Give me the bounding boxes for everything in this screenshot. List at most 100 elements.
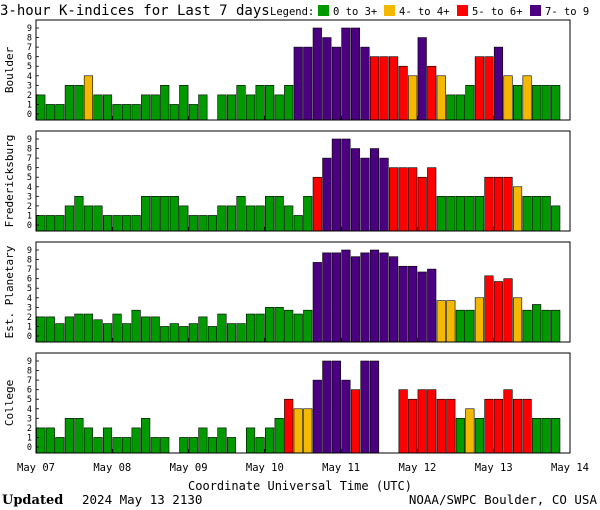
- bar: [484, 56, 494, 121]
- bar: [522, 309, 532, 343]
- y-tick-label: 2: [27, 313, 32, 323]
- y-tick-label: 3: [27, 303, 32, 313]
- bar: [236, 323, 246, 343]
- bar: [427, 65, 437, 121]
- bar: [265, 427, 275, 454]
- bar: [55, 323, 65, 343]
- bar: [417, 271, 427, 343]
- y-axis-label: Fredericksburg: [3, 135, 16, 228]
- bar: [55, 104, 65, 121]
- bar: [408, 75, 418, 121]
- y-axis-label: Est. Planetary: [3, 245, 16, 338]
- bar: [350, 27, 361, 121]
- x-tick-label: May 08: [93, 462, 131, 474]
- bar: [274, 418, 284, 454]
- bar: [102, 215, 113, 232]
- bar: [150, 316, 160, 343]
- bar: [169, 323, 179, 343]
- bar: [245, 427, 256, 454]
- bar: [45, 215, 55, 232]
- bar: [360, 157, 370, 232]
- bar: [369, 249, 380, 343]
- bar: [74, 196, 84, 232]
- y-tick-label: 8: [27, 367, 32, 377]
- bar: [465, 196, 475, 232]
- bar: [36, 427, 46, 454]
- y-tick-label: 9: [27, 24, 32, 34]
- y-tick-label: 0: [27, 332, 32, 342]
- bar: [474, 56, 484, 121]
- bar: [484, 275, 494, 343]
- bar: [236, 85, 246, 121]
- bar: [541, 196, 551, 232]
- bar: [398, 265, 408, 343]
- bar: [493, 398, 504, 454]
- bar: [369, 360, 380, 454]
- bar: [83, 205, 94, 232]
- bar: [102, 323, 113, 343]
- bar: [179, 326, 189, 343]
- bar: [312, 27, 322, 121]
- bar: [131, 104, 141, 121]
- y-tick-label: 6: [27, 275, 32, 285]
- bar: [446, 300, 456, 343]
- bar: [341, 379, 351, 454]
- bar: [160, 85, 170, 121]
- bar: [188, 437, 198, 454]
- bar: [331, 252, 341, 343]
- bar: [312, 379, 322, 454]
- y-tick-label: 1: [27, 322, 32, 332]
- bar: [532, 304, 542, 343]
- bar: [265, 307, 275, 343]
- bar: [274, 196, 284, 232]
- bar: [83, 313, 94, 343]
- bar: [131, 215, 141, 232]
- bar: [236, 196, 246, 232]
- bar: [369, 56, 380, 121]
- panels: 0123456789Boulder0123456789Fredericksbur…: [3, 19, 571, 454]
- bar: [465, 309, 475, 343]
- bar: [284, 398, 294, 454]
- bar: [541, 418, 551, 454]
- bar: [207, 326, 217, 343]
- bar: [74, 418, 84, 454]
- y-tick-label: 0: [27, 221, 32, 231]
- bar: [141, 196, 151, 232]
- bar: [551, 309, 561, 343]
- legend-swatch: [457, 5, 468, 16]
- bar: [36, 316, 46, 343]
- bar: [255, 85, 265, 121]
- y-axis-label: College: [3, 380, 16, 426]
- bar: [150, 94, 160, 121]
- y-tick-label: 7: [27, 154, 32, 164]
- bar: [465, 85, 475, 121]
- y-tick-label: 8: [27, 256, 32, 266]
- bar: [312, 262, 322, 343]
- y-tick-label: 5: [27, 173, 32, 183]
- bar: [369, 148, 380, 232]
- bar: [102, 94, 113, 121]
- bar: [55, 215, 65, 232]
- bar: [45, 104, 55, 121]
- bar: [293, 215, 303, 232]
- y-tick-label: 6: [27, 164, 32, 174]
- x-axis-ticks: May 07 May 08 May 09 May 10 May 11 May 12 May …: [17, 462, 589, 474]
- y-tick-label: 4: [27, 183, 32, 193]
- bar: [322, 157, 332, 232]
- footer-updated-value: 2024 May 13 2130: [82, 492, 202, 507]
- bar: [408, 265, 418, 343]
- bar: [436, 196, 446, 232]
- bar: [45, 316, 55, 343]
- legend-entry: 7- to 9: [545, 6, 589, 18]
- y-tick-label: 1: [27, 433, 32, 443]
- bar: [474, 297, 484, 343]
- legend-entry: 0 to 3+: [333, 6, 377, 18]
- bar: [541, 85, 551, 121]
- bar: [141, 94, 151, 121]
- bar: [551, 418, 561, 454]
- bar: [360, 46, 370, 121]
- bar: [436, 398, 446, 454]
- bar: [188, 215, 198, 232]
